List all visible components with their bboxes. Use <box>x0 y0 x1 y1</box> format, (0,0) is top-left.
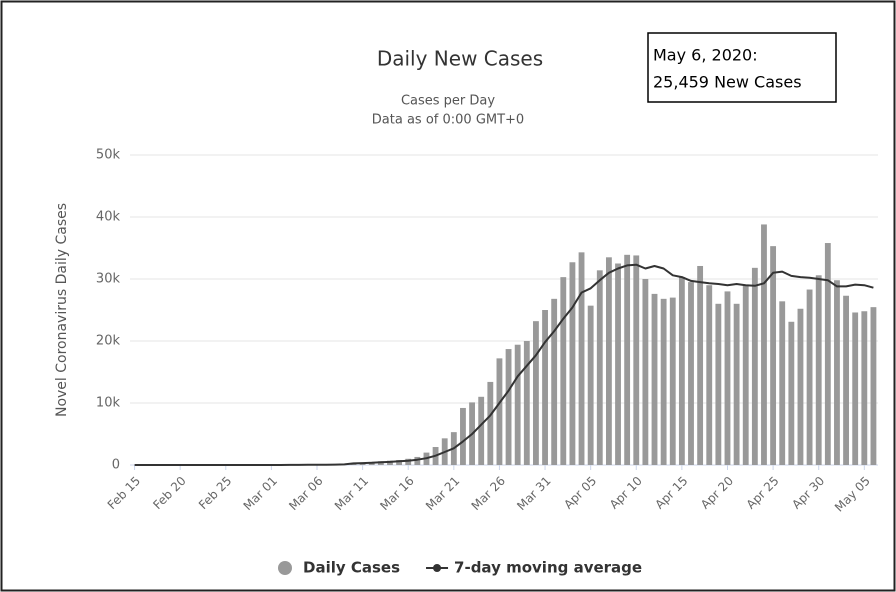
y-tick-label: 40k <box>96 210 121 225</box>
bar <box>533 321 539 465</box>
bar <box>569 262 576 465</box>
legend-label: 7-day moving average <box>454 559 642 577</box>
line <box>134 263 874 466</box>
bar <box>852 312 859 465</box>
bar <box>651 293 658 465</box>
bar <box>688 282 694 465</box>
bar <box>815 275 822 465</box>
annotation-box <box>647 32 837 103</box>
bar <box>733 303 740 465</box>
y-tick-label: 0 <box>112 458 120 473</box>
chart-subtitle: Data as of 0:00 GMT+0 <box>372 113 524 128</box>
bar <box>587 305 594 465</box>
bar <box>706 285 713 465</box>
chart-title: Daily New Cases <box>377 47 543 71</box>
bar <box>405 458 412 465</box>
bar <box>870 307 877 465</box>
bar <box>414 456 421 465</box>
annotation: May 6, 2020: <box>653 46 758 65</box>
bar <box>615 263 621 465</box>
bar <box>642 279 649 465</box>
bar <box>697 265 704 465</box>
bar <box>770 246 777 465</box>
bar <box>605 257 612 465</box>
y-tick-label: 30k <box>96 272 121 287</box>
annotation: 25,459 New Cases <box>653 73 802 92</box>
bar <box>551 298 558 465</box>
bar <box>761 224 767 465</box>
bar <box>742 285 749 465</box>
bar <box>496 358 503 465</box>
legend-label: Daily Cases <box>303 559 400 577</box>
bar <box>724 291 731 465</box>
bar <box>824 243 831 465</box>
bar <box>505 349 512 465</box>
bar <box>487 381 494 465</box>
bar <box>624 254 631 465</box>
legend-symbol <box>278 561 292 575</box>
bar <box>396 460 403 465</box>
y-tick-label: 20k <box>96 334 121 349</box>
bar <box>560 277 567 465</box>
bar <box>797 308 804 465</box>
bar <box>596 270 603 465</box>
bar <box>460 407 466 465</box>
y-tick-label: 50k <box>96 148 121 163</box>
bar <box>779 301 786 465</box>
chart-subtitle: Cases per Day <box>401 94 495 109</box>
bar <box>788 321 795 465</box>
y-axis-label: Novel Coronavirus Daily Cases <box>54 203 70 417</box>
bar <box>578 252 585 465</box>
bar <box>669 297 676 465</box>
bar <box>751 267 758 465</box>
bar <box>514 344 521 465</box>
bar <box>806 289 813 465</box>
bar <box>834 280 840 465</box>
bar <box>678 277 685 465</box>
bar <box>633 255 640 465</box>
bar <box>542 310 548 465</box>
bar <box>478 396 485 465</box>
bar <box>843 295 849 465</box>
y-tick-label: 10k <box>96 396 121 411</box>
bar <box>660 298 667 465</box>
legend-symbol <box>433 564 442 572</box>
bar <box>715 303 722 465</box>
bar <box>523 341 530 465</box>
bar <box>861 311 868 465</box>
